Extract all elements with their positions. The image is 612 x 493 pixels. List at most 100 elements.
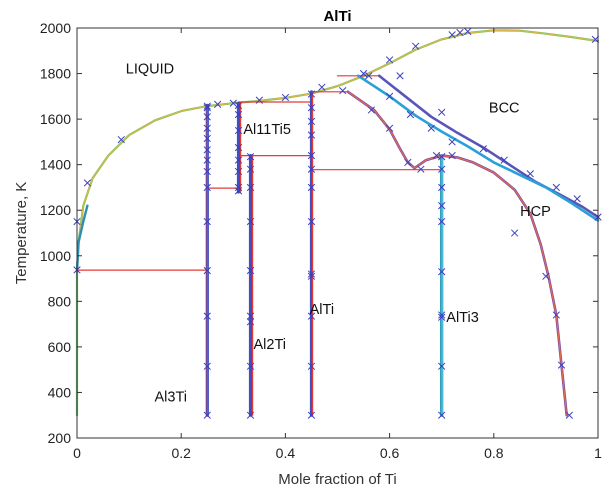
data-point-marker: [438, 362, 446, 370]
data-point-marker: [406, 110, 415, 119]
chart-title: AlTi: [323, 8, 351, 25]
y-tick-label: 1200: [40, 202, 71, 218]
data-point-marker: [552, 183, 560, 192]
data-point-marker: [448, 31, 456, 39]
data-point-marker: [438, 108, 446, 116]
data-point-marker: [339, 86, 347, 95]
data-point-marker: [411, 42, 420, 50]
data-point-marker: [385, 92, 394, 100]
data-point-marker: [456, 28, 464, 37]
x-tick-label: 0.4: [276, 445, 296, 461]
data-point-marker: [246, 266, 255, 275]
data-point-marker: [203, 167, 211, 176]
data-point-marker: [203, 124, 211, 132]
data-point-marker: [246, 153, 255, 161]
x-axis-label: Mole fraction of Ti: [278, 471, 396, 488]
y-tick-label: 1000: [40, 248, 71, 264]
data-point-marker: [367, 106, 376, 114]
region-label: BCC: [489, 100, 520, 116]
data-point-marker: [307, 183, 316, 192]
data-point-marker: [234, 126, 243, 135]
data-point-marker: [438, 202, 446, 210]
series-line-25: [356, 74, 600, 222]
y-axis-label: Temperature, K: [13, 182, 30, 285]
data-point-marker: [307, 362, 316, 370]
region-label: Al2Ti: [254, 337, 287, 353]
data-point-marker: [359, 69, 368, 78]
data-point-marker: [448, 138, 456, 146]
data-point-marker: [117, 135, 125, 144]
data-point-marker: [281, 93, 290, 102]
data-point-marker: [203, 134, 211, 143]
marker-layer: [73, 27, 602, 419]
data-point-marker: [214, 100, 222, 108]
data-point-marker: [203, 217, 211, 226]
data-point-marker: [255, 96, 264, 104]
data-point-marker: [438, 411, 446, 419]
data-point-marker: [203, 113, 211, 121]
data-point-marker: [438, 217, 446, 226]
y-tick-label: 800: [48, 293, 72, 309]
data-point-marker: [246, 411, 255, 419]
y-tick-label: 200: [48, 430, 72, 446]
y-tick-label: 600: [48, 339, 72, 355]
data-point-marker: [307, 270, 316, 278]
data-point-marker: [427, 124, 435, 132]
data-point-marker: [557, 361, 566, 369]
series-line-24: [377, 74, 600, 219]
data-point-marker: [203, 156, 211, 164]
data-point-marker: [307, 272, 316, 280]
data-point-marker: [417, 165, 425, 173]
region-label: Al11Ti5: [243, 122, 291, 138]
series-line-3: [75, 204, 89, 273]
data-point-marker: [234, 183, 243, 192]
region-label: LIQUID: [126, 62, 174, 78]
data-point-marker: [83, 179, 92, 187]
y-tick-label: 1400: [40, 157, 71, 173]
y-tick-label: 400: [48, 384, 72, 400]
plot-frame: [76, 27, 599, 439]
data-point-marker: [246, 165, 255, 173]
data-point-marker: [307, 104, 316, 112]
data-point-marker: [229, 99, 237, 107]
data-point-marker: [307, 411, 316, 419]
y-tick-label: 2000: [40, 20, 71, 36]
data-point-marker: [526, 170, 534, 178]
data-point-marker: [438, 183, 446, 192]
data-point-marker: [438, 165, 446, 173]
data-point-marker: [542, 272, 550, 280]
series-line-23: [347, 91, 568, 416]
data-point-marker: [438, 311, 446, 319]
data-point-marker: [565, 411, 573, 419]
data-point-marker: [432, 151, 441, 160]
data-point-marker: [510, 229, 519, 237]
region-label: AlTi: [310, 302, 334, 318]
x-tick-label: 1: [594, 445, 602, 461]
y-tick-label: 1600: [40, 111, 71, 127]
data-point-marker: [307, 151, 316, 160]
data-point-marker: [438, 268, 446, 276]
data-point-marker: [318, 83, 326, 91]
data-point-marker: [234, 101, 243, 110]
data-point-marker: [203, 146, 211, 154]
data-point-marker: [246, 318, 255, 326]
data-point-marker: [234, 143, 243, 152]
data-point-marker: [404, 158, 412, 167]
region-label: AlTi3: [446, 310, 479, 326]
data-point-marker: [385, 56, 394, 64]
data-point-marker: [385, 124, 394, 132]
data-point-marker: [234, 187, 243, 195]
region-label: Al3Ti: [155, 390, 188, 406]
data-point-marker: [307, 90, 316, 98]
plot-area: [77, 28, 598, 438]
x-tick-label: 0.6: [380, 445, 400, 461]
data-point-marker: [573, 195, 581, 203]
tick-layer: 0 0.2 0.4 0.6 0.8 120040060080010001200140016…: [40, 20, 602, 461]
data-point-marker: [203, 362, 211, 370]
data-point-marker: [234, 110, 243, 119]
data-point-marker: [246, 362, 255, 370]
data-point-marker: [234, 156, 243, 164]
data-point-marker: [246, 217, 255, 226]
series-line-1: [76, 29, 599, 272]
